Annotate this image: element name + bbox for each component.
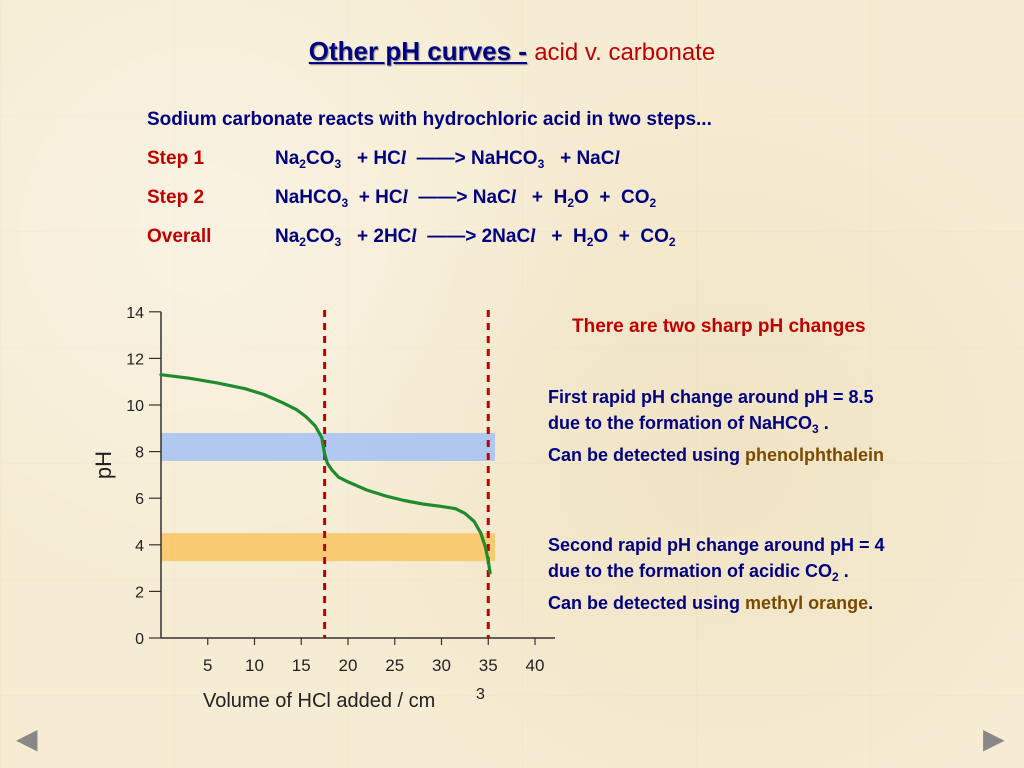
x-axis-label-superscript: 3 [476,686,485,703]
second-change-line-1: Second rapid pH change around pH = 4 [548,535,885,555]
previous-slide-icon[interactable]: ◀ [16,723,38,754]
second-change-note: Second rapid pH change around pH = 4 due… [548,532,885,616]
second-change-line-3: Can be detected using methyl orange. [548,593,874,613]
slide-title: Other pH curves - acid v. carbonate [0,36,1024,67]
equation-step-1: Step 1 Na2CO3 + HCl ——> NaHCO3 + NaCl [147,148,620,171]
title-main: Other pH curves - [308,36,527,66]
first-change-note: First rapid pH change around pH = 8.5 du… [548,384,884,468]
two-changes-headline: There are two sharp pH changes [572,316,866,337]
second-change-line-2: due to the formation of acidic CO2 . [548,561,849,584]
step-2-equation: NaHCO3 + HCl ——> NaCl + H2O + CO2 [275,187,657,210]
step-1-equation: Na2CO3 + HCl ——> NaHCO3 + NaCl [275,148,620,171]
intro-text: Sodium carbonate reacts with hydrochlori… [147,109,712,130]
ph-curve-line [159,373,492,575]
indicator-methyl-orange: methyl orange [745,593,869,613]
first-change-line-1: First rapid pH change around pH = 8.5 [548,387,874,407]
x-tick-label-25: 25 [385,656,404,675]
x-tick-label-40: 40 [526,656,545,675]
y-tick-label-4: 4 [135,538,144,555]
overall-label: Overall [147,226,212,247]
x-axis-label: Volume of HCl added / cm [203,690,435,712]
step-2-label: Step 2 [147,187,205,208]
x-tick-label-30: 30 [432,656,451,675]
indicator-phenolphthalein: phenolphthalein [745,445,885,465]
y-tick-label-2: 2 [135,584,144,601]
first-change-line-3: Can be detected using phenolphthalein [548,445,885,465]
indicator-range-band-1 [161,432,495,461]
y-tick-label-0: 0 [135,631,144,648]
title-subtitle: acid v. carbonate [534,39,716,66]
y-tick-label-14: 14 [126,305,144,322]
step-1-label: Step 1 [147,148,205,169]
overall-equation: Na2CO3 + 2HCl ——> 2NaCl + H2O + CO2 [275,226,676,249]
y-tick-label-10: 10 [126,398,144,415]
x-tick-label-15: 15 [292,656,311,675]
x-tick-label-10: 10 [245,656,264,675]
equation-overall: Overall Na2CO3 + 2HCl ——> 2NaCl + H2O + C… [147,226,676,249]
x-tick-label-35: 35 [479,656,498,675]
first-change-line-2: due to the formation of NaHCO3 . [548,413,829,436]
equation-step-2: Step 2 NaHCO3 + HCl ——> NaCl + H2O + CO2 [147,187,656,210]
ph-curve-chart: 0 2 4 6 8 10 12 14 5 10 15 20 25 30 35 40 pH Volume of HC… [91,305,555,712]
x-tick-label-20: 20 [339,656,358,675]
y-tick-label-8: 8 [135,445,144,462]
next-slide-icon[interactable]: ▶ [983,723,1005,754]
y-tick-label-12: 12 [126,351,144,368]
indicator-range-band-2 [161,533,495,562]
y-axis-label: pH [91,451,116,479]
y-tick-label-6: 6 [135,491,144,508]
x-tick-label-5: 5 [203,656,212,675]
